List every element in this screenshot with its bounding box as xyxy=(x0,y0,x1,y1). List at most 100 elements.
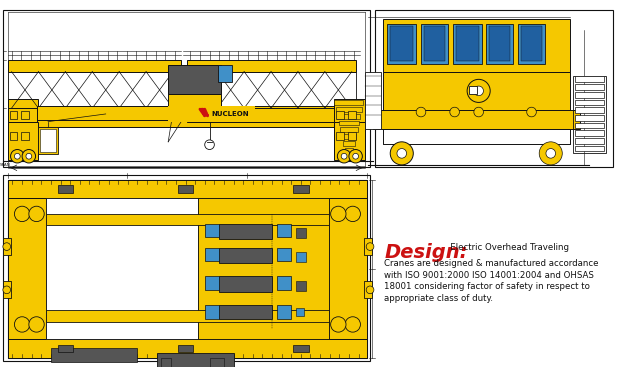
Bar xyxy=(168,106,255,122)
Bar xyxy=(489,27,511,61)
Bar xyxy=(343,141,355,145)
Bar xyxy=(293,344,308,352)
Circle shape xyxy=(3,286,10,294)
Bar xyxy=(486,24,513,64)
Bar xyxy=(336,132,344,140)
Circle shape xyxy=(3,243,10,251)
Bar xyxy=(575,138,603,144)
Circle shape xyxy=(14,317,30,332)
Bar xyxy=(383,129,570,144)
Circle shape xyxy=(353,153,359,159)
Bar xyxy=(205,248,219,261)
Bar xyxy=(198,197,328,339)
Bar xyxy=(37,106,334,122)
Bar xyxy=(168,94,221,113)
Bar xyxy=(10,132,17,140)
Bar xyxy=(46,197,198,339)
Bar xyxy=(348,132,355,140)
Bar xyxy=(51,349,137,362)
Circle shape xyxy=(14,153,20,159)
Bar xyxy=(3,281,10,298)
Circle shape xyxy=(527,107,536,117)
Bar xyxy=(219,224,272,239)
Bar xyxy=(37,120,334,128)
Bar xyxy=(41,129,56,152)
Bar xyxy=(337,114,361,119)
Circle shape xyxy=(366,243,374,251)
Bar xyxy=(277,224,291,237)
Circle shape xyxy=(366,286,374,294)
Bar xyxy=(296,281,306,291)
Bar xyxy=(469,86,477,94)
Bar xyxy=(178,344,193,352)
Bar xyxy=(168,65,221,94)
Circle shape xyxy=(29,206,44,222)
Bar xyxy=(8,339,367,358)
Bar xyxy=(575,123,603,128)
Bar xyxy=(334,122,365,160)
Bar xyxy=(209,358,224,373)
Bar xyxy=(205,224,219,237)
Bar xyxy=(518,24,545,64)
Bar xyxy=(8,72,181,108)
Circle shape xyxy=(205,140,214,150)
Text: Electric Overhead Traveling: Electric Overhead Traveling xyxy=(442,243,569,252)
Bar xyxy=(219,248,272,263)
Circle shape xyxy=(341,153,347,159)
Bar xyxy=(575,107,603,113)
Bar xyxy=(46,214,328,226)
Bar xyxy=(340,128,357,132)
Bar xyxy=(575,130,603,136)
Bar xyxy=(421,24,448,64)
Bar xyxy=(387,24,416,64)
Bar xyxy=(390,27,413,61)
Bar xyxy=(296,308,304,316)
Bar xyxy=(187,108,355,122)
Bar xyxy=(575,115,603,121)
Circle shape xyxy=(22,150,35,163)
Bar xyxy=(21,132,29,140)
Bar xyxy=(21,111,29,119)
Circle shape xyxy=(10,150,24,163)
Text: NUCLEON: NUCLEON xyxy=(211,111,249,117)
Bar xyxy=(58,185,73,193)
Bar xyxy=(453,24,482,64)
Text: appropriate class of duty.: appropriate class of duty. xyxy=(384,294,493,303)
Bar xyxy=(8,197,46,339)
Bar xyxy=(365,281,372,298)
Bar xyxy=(345,148,353,152)
Bar xyxy=(8,180,367,358)
Bar xyxy=(187,72,355,108)
Text: 18001 considering factor of safety in respect to: 18001 considering factor of safety in re… xyxy=(384,282,591,291)
Bar xyxy=(339,121,359,126)
Circle shape xyxy=(467,79,490,102)
Circle shape xyxy=(474,86,484,96)
Bar xyxy=(39,128,58,154)
Circle shape xyxy=(349,150,363,163)
Bar xyxy=(3,238,10,255)
Bar xyxy=(348,111,355,119)
Bar xyxy=(575,84,603,90)
Circle shape xyxy=(330,317,346,332)
Circle shape xyxy=(29,317,44,332)
Bar xyxy=(328,197,367,339)
Bar xyxy=(219,305,272,319)
Bar xyxy=(296,252,306,262)
Bar xyxy=(455,27,478,61)
Circle shape xyxy=(337,150,351,163)
Bar xyxy=(342,134,356,139)
Circle shape xyxy=(474,107,484,117)
Bar xyxy=(334,99,365,154)
Bar xyxy=(8,122,39,160)
Bar xyxy=(277,276,291,290)
Bar xyxy=(3,10,370,167)
Circle shape xyxy=(26,153,32,159)
Bar xyxy=(187,60,355,72)
Bar xyxy=(375,10,613,167)
Bar xyxy=(8,60,181,72)
Circle shape xyxy=(546,148,556,158)
Bar xyxy=(365,72,381,129)
Bar xyxy=(277,248,291,261)
Circle shape xyxy=(397,148,406,158)
Bar xyxy=(573,76,605,153)
